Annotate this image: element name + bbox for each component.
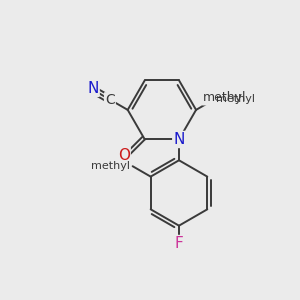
- Text: N: N: [87, 81, 99, 96]
- Text: methyl: methyl: [216, 94, 255, 103]
- Text: methyl: methyl: [203, 92, 246, 104]
- Text: methyl: methyl: [91, 160, 130, 171]
- Text: C: C: [105, 93, 115, 107]
- Text: O: O: [118, 148, 130, 163]
- Text: F: F: [175, 236, 183, 251]
- Text: N: N: [173, 132, 185, 147]
